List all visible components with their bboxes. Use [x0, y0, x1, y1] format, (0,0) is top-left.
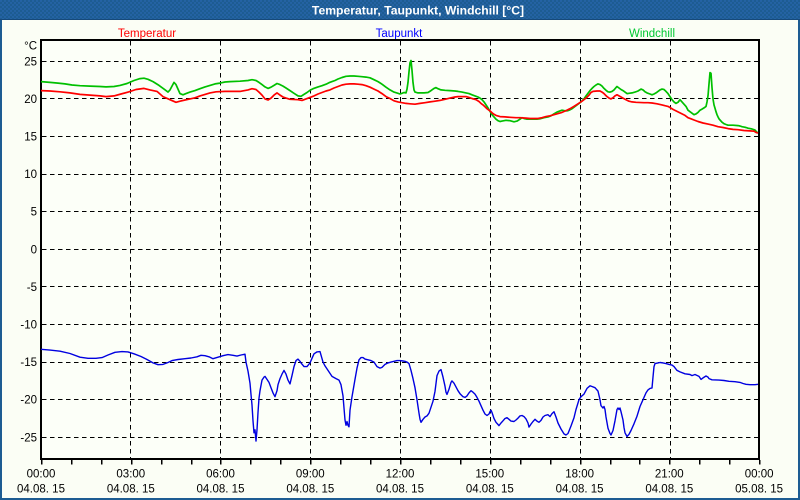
svg-text:20: 20	[24, 94, 37, 106]
svg-text:5: 5	[31, 207, 37, 219]
svg-text:Temperatur, Taupunkt, Windchil: Temperatur, Taupunkt, Windchill [°C]	[312, 4, 524, 18]
svg-text:-10: -10	[20, 320, 37, 332]
svg-text:12:00: 12:00	[386, 469, 415, 481]
svg-text:04.08. 15: 04.08. 15	[376, 484, 424, 496]
svg-text:-5: -5	[27, 282, 37, 294]
svg-text:15: 15	[24, 132, 37, 144]
svg-text:Windchill: Windchill	[629, 28, 675, 40]
svg-text:15:00: 15:00	[475, 469, 504, 481]
svg-text:09:00: 09:00	[296, 469, 325, 481]
svg-text:04.08. 15: 04.08. 15	[556, 484, 604, 496]
svg-text:04.08. 15: 04.08. 15	[197, 484, 245, 496]
svg-text:04.08. 15: 04.08. 15	[466, 484, 514, 496]
svg-text:03:00: 03:00	[116, 469, 145, 481]
svg-text:21:00: 21:00	[655, 469, 684, 481]
svg-text:Temperatur: Temperatur	[118, 28, 176, 40]
svg-text:05.08. 15: 05.08. 15	[735, 484, 783, 496]
svg-text:-15: -15	[20, 357, 37, 369]
svg-text:04.08. 15: 04.08. 15	[17, 484, 65, 496]
svg-text:04.08. 15: 04.08. 15	[107, 484, 155, 496]
svg-text:18:00: 18:00	[565, 469, 594, 481]
svg-text:06:00: 06:00	[206, 469, 235, 481]
svg-text:0: 0	[31, 244, 37, 256]
svg-text:10: 10	[24, 169, 37, 181]
svg-text:-20: -20	[20, 395, 37, 407]
svg-text:25: 25	[24, 56, 37, 68]
svg-text:04.08. 15: 04.08. 15	[286, 484, 334, 496]
svg-text:00:00: 00:00	[27, 469, 56, 481]
svg-text:-25: -25	[20, 432, 37, 444]
svg-text:°C: °C	[24, 41, 37, 53]
svg-text:Taupunkt: Taupunkt	[376, 28, 423, 40]
svg-text:00:00: 00:00	[745, 469, 774, 481]
svg-text:04.08. 15: 04.08. 15	[645, 484, 693, 496]
